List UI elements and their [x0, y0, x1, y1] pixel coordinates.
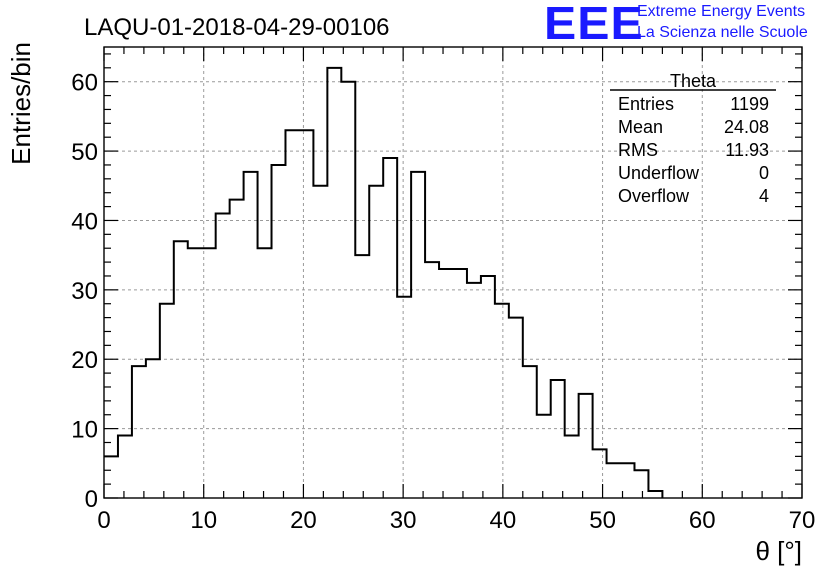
y-tick-label: 60: [71, 70, 98, 97]
plot-frame: [103, 46, 803, 499]
stats-value-mean: 24.08: [724, 117, 769, 137]
logo-subtitle-line2: La Scienza nelle Scuole: [637, 24, 808, 41]
x-axis-label: θ [°]: [755, 536, 802, 566]
stats-label-overflow: Overflow: [618, 186, 690, 206]
x-tick-label: 70: [789, 507, 816, 534]
stats-value-rms: 11.93: [725, 140, 769, 160]
x-tick-label: 40: [490, 507, 517, 534]
y-tick-label: 0: [85, 486, 98, 513]
y-tick-label: 20: [71, 347, 98, 374]
x-tick-label: 50: [589, 507, 616, 534]
y-axis-label: Entries/bin: [6, 42, 36, 165]
stats-box: Theta Entries 1199 Mean 24.08 RMS 11.93 Underf…: [610, 71, 776, 206]
y-tick-label: 50: [71, 139, 98, 166]
axis-ticks: [103, 47, 803, 499]
y-tick-label: 40: [71, 208, 98, 235]
stats-value-overflow: 4: [759, 186, 769, 206]
x-tick-label: 20: [290, 507, 317, 534]
stats-label-mean: Mean: [618, 117, 663, 137]
grid-lines: [104, 47, 802, 498]
stats-value-underflow: 0: [759, 163, 769, 183]
stats-box-title: Theta: [670, 71, 717, 91]
stats-label-rms: RMS: [618, 140, 658, 160]
logo-subtitle-line1: Extreme Energy Events: [637, 3, 806, 20]
x-tick-label: 30: [390, 507, 417, 534]
y-tick-label: 10: [71, 417, 98, 444]
chart-title: LAQU-01-2018-04-29-00106: [84, 14, 390, 41]
stats-label-entries: Entries: [618, 94, 674, 114]
eee-logo-text: EEE: [544, 0, 644, 49]
histogram-series-theta: [104, 66, 664, 498]
x-tick-label: 10: [190, 507, 217, 534]
eee-logo: EEE: [544, 0, 643, 49]
y-tick-label: 30: [71, 278, 98, 305]
x-tick-label: 60: [689, 507, 716, 534]
stats-value-entries: 1199: [730, 94, 769, 114]
x-tick-label: 0: [97, 507, 110, 534]
stats-label-underflow: Underflow: [618, 163, 700, 183]
